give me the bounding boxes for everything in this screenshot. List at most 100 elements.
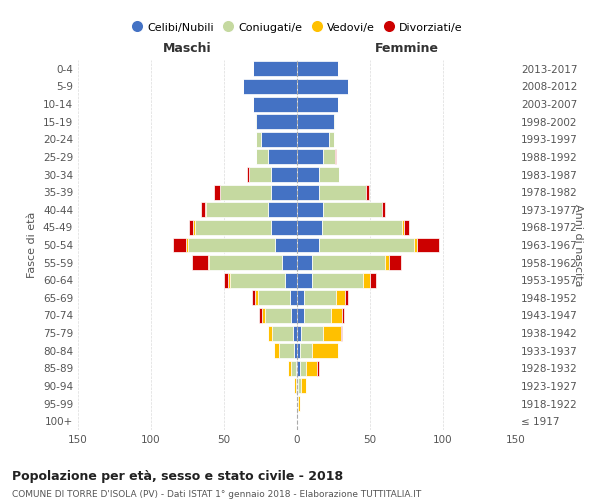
Bar	[209, 255, 283, 270]
Y-axis label: Fasce di età: Fasce di età	[28, 212, 37, 278]
Bar	[335, 150, 337, 164]
Bar	[414, 238, 417, 252]
Bar	[291, 361, 296, 376]
Bar	[362, 273, 370, 287]
Bar	[331, 308, 342, 323]
Bar	[370, 273, 376, 287]
Bar	[300, 343, 311, 358]
Bar	[193, 220, 195, 235]
Bar	[254, 290, 257, 306]
Bar	[274, 343, 280, 358]
Bar	[297, 79, 348, 94]
Bar	[271, 220, 297, 235]
Bar	[224, 273, 229, 287]
Bar	[297, 238, 319, 252]
Bar	[297, 150, 323, 164]
Bar	[208, 255, 209, 270]
Bar	[268, 150, 297, 164]
Bar	[300, 361, 306, 376]
Bar	[254, 114, 256, 129]
Bar	[297, 255, 311, 270]
Bar	[345, 290, 348, 306]
Bar	[298, 378, 301, 394]
Bar	[296, 378, 297, 394]
Bar	[252, 290, 254, 306]
Bar	[280, 343, 294, 358]
Bar	[297, 220, 322, 235]
Bar	[291, 308, 297, 323]
Text: Femmine: Femmine	[374, 42, 439, 54]
Bar	[283, 255, 297, 270]
Bar	[297, 378, 298, 394]
Bar	[189, 220, 193, 235]
Bar	[304, 290, 337, 306]
Text: COMUNE DI TORRE D'ISOLA (PV) - Dati ISTAT 1° gennaio 2018 - Elaborazione TUTTITA: COMUNE DI TORRE D'ISOLA (PV) - Dati ISTA…	[12, 490, 421, 499]
Bar	[293, 326, 297, 340]
Bar	[297, 308, 304, 323]
Bar	[260, 132, 297, 147]
Text: Popolazione per età, sesso e stato civile - 2018: Popolazione per età, sesso e stato civil…	[12, 470, 343, 483]
Bar	[317, 361, 319, 376]
Bar	[404, 220, 409, 235]
Bar	[319, 238, 414, 252]
Bar	[417, 238, 439, 252]
Bar	[271, 184, 297, 200]
Bar	[294, 378, 296, 394]
Bar	[192, 255, 208, 270]
Bar	[385, 255, 389, 270]
Bar	[195, 220, 271, 235]
Bar	[256, 132, 260, 147]
Bar	[301, 378, 306, 394]
Y-axis label: Anni di nascita: Anni di nascita	[573, 204, 583, 286]
Bar	[311, 343, 338, 358]
Bar	[272, 326, 293, 340]
Bar	[247, 167, 249, 182]
Bar	[304, 308, 331, 323]
Bar	[323, 150, 335, 164]
Bar	[275, 238, 297, 252]
Bar	[297, 326, 301, 340]
Bar	[186, 238, 187, 252]
Bar	[301, 326, 323, 340]
Bar	[323, 202, 382, 218]
Bar	[249, 167, 271, 182]
Bar	[297, 343, 300, 358]
Bar	[297, 184, 319, 200]
Bar	[297, 132, 329, 147]
Legend: Celibi/Nubili, Coniugati/e, Vedovi/e, Divorziati/e: Celibi/Nubili, Coniugati/e, Vedovi/e, Di…	[127, 18, 467, 37]
Bar	[341, 326, 342, 340]
Bar	[297, 290, 304, 306]
Bar	[253, 62, 297, 76]
Bar	[389, 255, 401, 270]
Bar	[187, 238, 275, 252]
Bar	[329, 132, 334, 147]
Bar	[229, 273, 230, 287]
Bar	[265, 308, 291, 323]
Bar	[262, 308, 265, 323]
Text: Maschi: Maschi	[163, 42, 212, 54]
Bar	[286, 273, 297, 287]
Bar	[322, 220, 402, 235]
Bar	[200, 202, 205, 218]
Bar	[306, 361, 317, 376]
Bar	[297, 62, 338, 76]
Bar	[243, 79, 297, 94]
Bar	[319, 184, 365, 200]
Bar	[311, 255, 385, 270]
Bar	[311, 273, 363, 287]
Bar	[365, 184, 368, 200]
Bar	[253, 96, 297, 112]
Bar	[220, 184, 271, 200]
Bar	[294, 343, 297, 358]
Bar	[296, 361, 297, 376]
Bar	[268, 326, 272, 340]
Bar	[382, 202, 385, 218]
Bar	[268, 202, 297, 218]
Bar	[256, 150, 268, 164]
Bar	[259, 308, 262, 323]
Bar	[319, 167, 340, 182]
Bar	[297, 96, 338, 112]
Bar	[257, 290, 290, 306]
Bar	[402, 220, 404, 235]
Bar	[297, 273, 311, 287]
